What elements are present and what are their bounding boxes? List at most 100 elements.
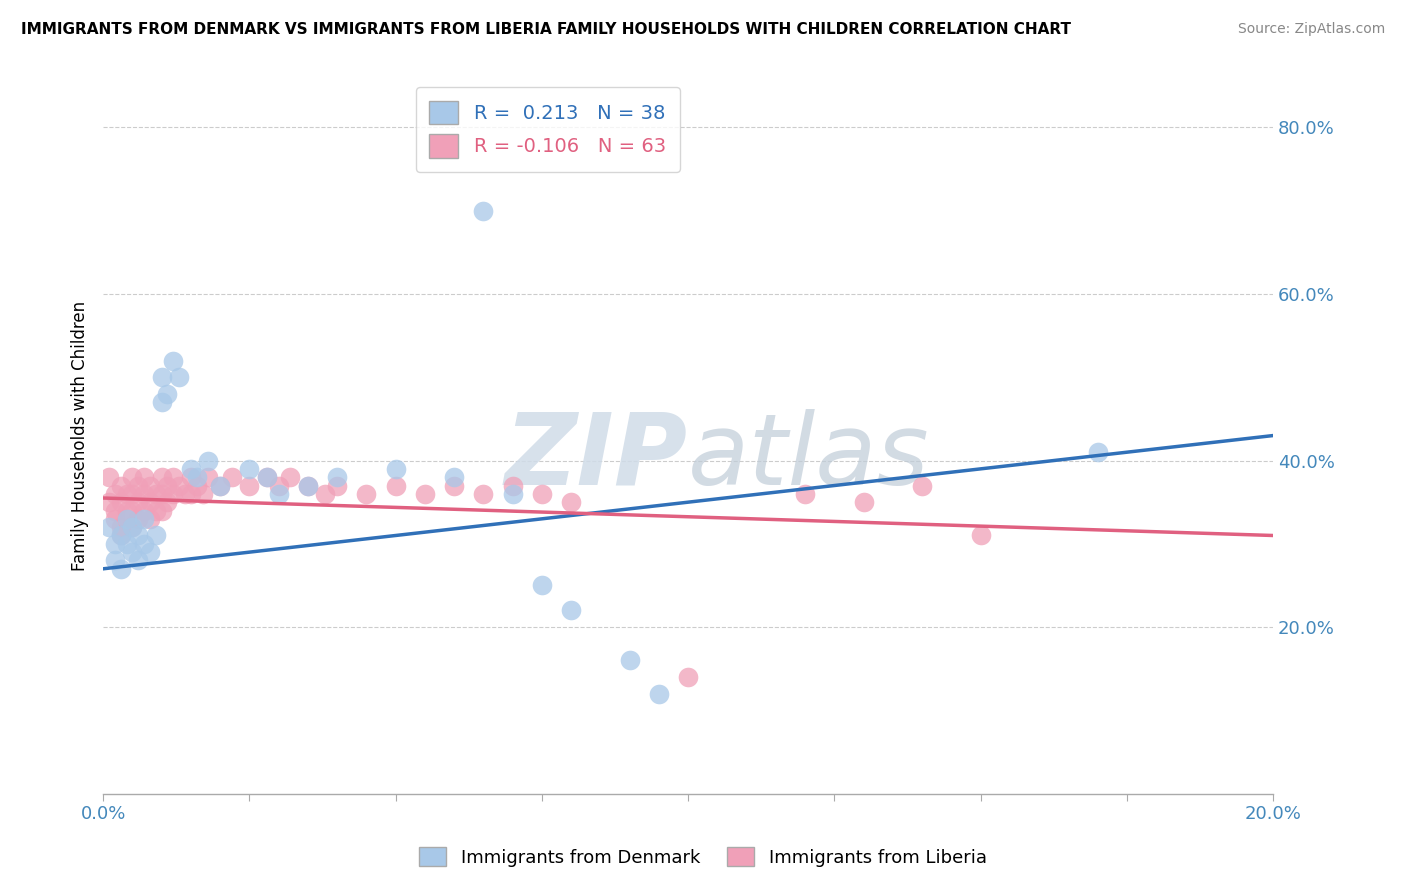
Point — [121, 545, 143, 559]
Point — [197, 453, 219, 467]
Point — [297, 478, 319, 492]
Point — [104, 537, 127, 551]
Point — [110, 528, 132, 542]
Point — [180, 462, 202, 476]
Point — [132, 537, 155, 551]
Point — [167, 370, 190, 384]
Point — [104, 512, 127, 526]
Point — [121, 520, 143, 534]
Point — [145, 503, 167, 517]
Point — [209, 478, 232, 492]
Point — [98, 520, 121, 534]
Point — [794, 487, 817, 501]
Point — [384, 478, 406, 492]
Point — [121, 503, 143, 517]
Point — [132, 503, 155, 517]
Point — [110, 520, 132, 534]
Point — [174, 487, 197, 501]
Point — [676, 670, 699, 684]
Point — [209, 478, 232, 492]
Point — [238, 462, 260, 476]
Point — [619, 653, 641, 667]
Point — [150, 487, 173, 501]
Point — [278, 470, 301, 484]
Point — [127, 528, 149, 542]
Point — [162, 353, 184, 368]
Point — [560, 603, 582, 617]
Point — [127, 495, 149, 509]
Point — [852, 495, 875, 509]
Point — [150, 395, 173, 409]
Point — [110, 478, 132, 492]
Point — [256, 470, 278, 484]
Point — [221, 470, 243, 484]
Point — [502, 487, 524, 501]
Point — [139, 512, 162, 526]
Point — [162, 487, 184, 501]
Point — [132, 487, 155, 501]
Point — [911, 478, 934, 492]
Point — [314, 487, 336, 501]
Point — [104, 487, 127, 501]
Point — [560, 495, 582, 509]
Point — [443, 470, 465, 484]
Point — [156, 387, 179, 401]
Point — [1087, 445, 1109, 459]
Legend: R =  0.213   N = 38, R = -0.106   N = 63: R = 0.213 N = 38, R = -0.106 N = 63 — [416, 87, 679, 171]
Point — [150, 370, 173, 384]
Legend: Immigrants from Denmark, Immigrants from Liberia: Immigrants from Denmark, Immigrants from… — [412, 840, 994, 874]
Point — [530, 487, 553, 501]
Point — [326, 470, 349, 484]
Point — [648, 687, 671, 701]
Point — [139, 545, 162, 559]
Point — [384, 462, 406, 476]
Point — [145, 487, 167, 501]
Point — [110, 528, 132, 542]
Point — [267, 487, 290, 501]
Point — [98, 495, 121, 509]
Point — [145, 528, 167, 542]
Point — [110, 495, 132, 509]
Text: atlas: atlas — [688, 409, 929, 506]
Point — [104, 553, 127, 567]
Point — [115, 512, 138, 526]
Point — [356, 487, 378, 501]
Point — [127, 512, 149, 526]
Point — [115, 512, 138, 526]
Point — [472, 203, 495, 218]
Point — [530, 578, 553, 592]
Point — [267, 478, 290, 492]
Point — [121, 487, 143, 501]
Point — [127, 553, 149, 567]
Point — [115, 487, 138, 501]
Point — [121, 470, 143, 484]
Point — [969, 528, 991, 542]
Point — [156, 478, 179, 492]
Point — [156, 495, 179, 509]
Point — [150, 470, 173, 484]
Point — [98, 470, 121, 484]
Point — [297, 478, 319, 492]
Point — [180, 470, 202, 484]
Point — [191, 487, 214, 501]
Point — [115, 503, 138, 517]
Point — [110, 562, 132, 576]
Point — [132, 470, 155, 484]
Point — [502, 478, 524, 492]
Point — [326, 478, 349, 492]
Point — [162, 470, 184, 484]
Point — [167, 478, 190, 492]
Point — [115, 537, 138, 551]
Point — [472, 487, 495, 501]
Point — [121, 520, 143, 534]
Point — [443, 478, 465, 492]
Point — [180, 487, 202, 501]
Point — [139, 495, 162, 509]
Point — [150, 503, 173, 517]
Point — [127, 478, 149, 492]
Point — [238, 478, 260, 492]
Point — [104, 503, 127, 517]
Point — [197, 470, 219, 484]
Point — [413, 487, 436, 501]
Text: Source: ZipAtlas.com: Source: ZipAtlas.com — [1237, 22, 1385, 37]
